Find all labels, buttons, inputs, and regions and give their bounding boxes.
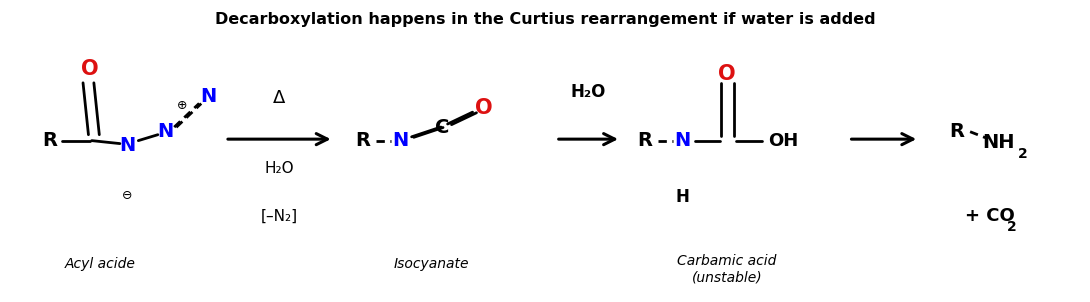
- Text: NH: NH: [982, 133, 1015, 152]
- Text: N: N: [120, 136, 135, 155]
- Text: OH: OH: [768, 132, 799, 149]
- Text: O: O: [81, 59, 98, 79]
- Text: 2: 2: [1018, 147, 1028, 161]
- Text: R: R: [355, 131, 371, 150]
- Text: [–N₂]: [–N₂]: [261, 209, 298, 224]
- Text: Isocyanate: Isocyanate: [393, 257, 469, 271]
- Text: + CO: + CO: [965, 207, 1015, 225]
- Text: N: N: [201, 87, 217, 106]
- Text: ⊕: ⊕: [177, 98, 187, 111]
- Text: 2: 2: [1006, 220, 1016, 233]
- Text: N: N: [157, 122, 173, 141]
- Text: Δ: Δ: [274, 89, 286, 107]
- Text: R: R: [949, 122, 965, 141]
- Text: N: N: [675, 131, 691, 150]
- Text: H: H: [676, 188, 690, 206]
- Text: H₂O: H₂O: [571, 83, 606, 101]
- Text: R: R: [41, 131, 57, 150]
- Text: Carbamic acid
(unstable): Carbamic acid (unstable): [678, 255, 777, 285]
- Text: Decarboxylation happens in the Curtius rearrangement if water is added: Decarboxylation happens in the Curtius r…: [215, 12, 875, 27]
- Text: R: R: [638, 131, 652, 150]
- Text: ⊖: ⊖: [122, 189, 133, 202]
- Text: O: O: [718, 64, 736, 84]
- Text: H₂O: H₂O: [265, 161, 294, 176]
- Text: C: C: [435, 118, 449, 137]
- Text: O: O: [475, 98, 493, 118]
- Text: Acyl acide: Acyl acide: [65, 257, 136, 271]
- Text: N: N: [392, 131, 409, 150]
